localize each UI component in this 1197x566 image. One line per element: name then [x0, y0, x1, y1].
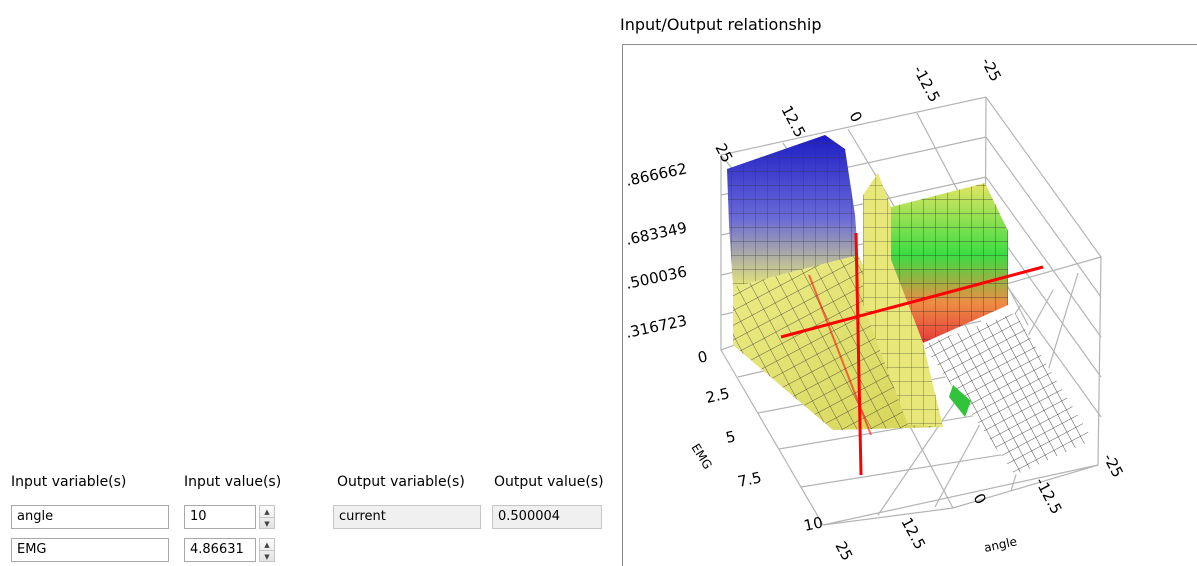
angle-tick-label: 12.5: [897, 514, 929, 552]
angle-tick-label-top: 25: [711, 140, 736, 165]
input-variables-header: Input variable(s): [11, 474, 127, 490]
output-variables-header: Output variable(s): [337, 474, 465, 490]
x-axis-label: angle: [983, 534, 1018, 555]
emg-tick-label: 7.5: [736, 468, 763, 491]
spin-up-icon[interactable]: ▲: [264, 540, 270, 549]
input-value-angle[interactable]: 10: [184, 505, 256, 529]
z-tick-label: .500036: [624, 262, 688, 293]
plot-title: Input/Output relationship: [620, 15, 822, 34]
emg-tick-label: 10: [802, 513, 824, 535]
emg-tick-label: 2.5: [704, 384, 731, 407]
z-tick-label: .683349: [624, 218, 688, 249]
surface-zero-mesh: [923, 313, 1093, 475]
angle-tick-label-top: 12.5: [777, 102, 809, 140]
surface-green-sliver: [949, 385, 971, 417]
angle-tick-label-top: -25: [977, 54, 1004, 84]
input-values-header: Input value(s): [184, 474, 282, 490]
surface-plot-svg[interactable]: .866662 .683349 .500036 .316723 0 2.5 5 …: [623, 45, 1197, 566]
output-value-current: 0.500004: [492, 505, 602, 529]
y-axis-label: EMG: [688, 441, 714, 472]
angle-spinner[interactable]: ▲ ▼: [259, 505, 275, 529]
input-variable-emg[interactable]: EMG: [11, 538, 169, 562]
surface-right-mesh: [891, 183, 1008, 343]
emg-spinner[interactable]: ▲ ▼: [259, 538, 275, 562]
input-value-emg[interactable]: 4.86631: [184, 538, 256, 562]
angle-tick-label: 25: [831, 538, 856, 563]
surface-plot[interactable]: .866662 .683349 .500036 .316723 0 2.5 5 …: [622, 44, 1197, 566]
angle-tick-label: -12.5: [1031, 474, 1065, 517]
z-tick-label: .316723: [624, 311, 688, 342]
z-tick-label: .866662: [624, 159, 688, 190]
surface-ridge-mesh: [863, 173, 943, 427]
angle-tick-label: -25: [1099, 450, 1126, 480]
z-tick-label: 0: [696, 347, 709, 367]
input-variable-angle[interactable]: angle: [11, 505, 169, 529]
surface-mid-mesh: [733, 255, 943, 430]
spin-down-icon[interactable]: ▼: [260, 550, 274, 562]
current-point-marker: [780, 232, 1044, 476]
spin-up-icon[interactable]: ▲: [264, 507, 270, 516]
surface-high-mesh: [727, 135, 858, 287]
emg-tick-label: 5: [724, 427, 737, 447]
spin-down-icon[interactable]: ▼: [260, 517, 274, 529]
angle-tick-label-top: 0: [845, 108, 865, 125]
angle-tick-label-top: -12.5: [909, 62, 943, 105]
output-values-header: Output value(s): [494, 474, 604, 490]
output-variable-current: current: [333, 505, 481, 529]
